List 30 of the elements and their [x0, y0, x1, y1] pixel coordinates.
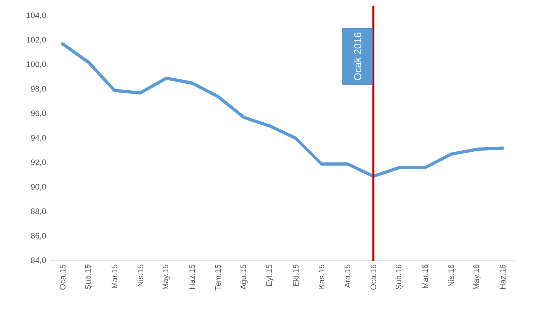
x-tick-label: Kas.15 [319, 264, 325, 289]
x-tick-label: Şub.16 [396, 264, 404, 290]
x-tick-label: Ara.15 [344, 264, 351, 288]
ref-line-label: Ocak 2016 [354, 32, 362, 80]
y-tick-label: 96,0 [31, 110, 46, 118]
x-tick-label: May.16 [474, 264, 481, 290]
x-tick-label: Tem.15 [215, 264, 222, 291]
y-tick-label: 94,0 [31, 135, 46, 142]
x-tick-label: Eyl.15 [266, 264, 274, 286]
y-tick-label: 86,0 [31, 233, 46, 240]
x-tick-label: Eki.15 [293, 264, 299, 286]
x-tick-label: Nis.15 [138, 264, 144, 287]
y-tick-label: 100,0 [27, 62, 46, 68]
x-tick-label: Şub.15 [85, 264, 93, 290]
x-tick-label: Haz.16 [500, 264, 506, 290]
x-tick-label: Haz.15 [190, 264, 196, 290]
y-tick-label: 98,0 [31, 86, 46, 93]
y-tick-label: 88,0 [31, 208, 46, 216]
y-tick-label: 90,0 [31, 184, 46, 191]
x-tick-label: Mar.16 [422, 264, 428, 288]
y-tick-label: 102,0 [27, 37, 46, 44]
y-tick-label: 104,0 [27, 12, 46, 20]
y-tick-label: 84,0 [31, 258, 46, 264]
x-tick-label: May.15 [162, 264, 170, 290]
x-tick-label: Nis.16 [448, 264, 454, 287]
x-tick-label: Oca.16 [370, 264, 376, 290]
x-tick-label: Mar.15 [112, 264, 118, 288]
x-tick-label: Ağu.15 [240, 264, 248, 290]
y-tick-label: 92,0 [31, 160, 46, 166]
x-tick-label: Oca.15 [60, 264, 66, 290]
